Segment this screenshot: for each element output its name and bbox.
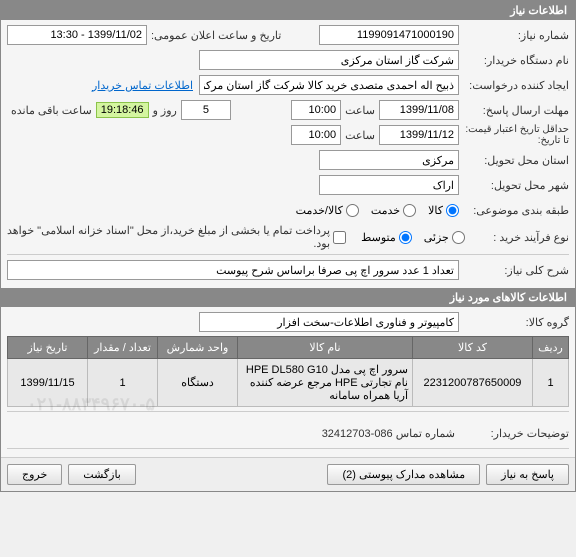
goods-group-input[interactable] (199, 312, 459, 332)
label-budget: طبقه بندی موضوعی: (459, 204, 569, 217)
exit-button[interactable]: خروج (7, 464, 62, 485)
cell-date: 1399/11/15 (8, 359, 88, 407)
label-validity: حداقل تاریخ اعتبار قیمت: تا تاریخ: (459, 124, 569, 146)
partial-pay-note: پرداخت تمام یا بخشی از مبلغ خرید،از محل … (7, 224, 330, 250)
divider-3 (7, 448, 569, 449)
label-date-announce: تاریخ و ساعت اعلان عمومی: (147, 29, 285, 42)
radio-partial-input[interactable] (452, 231, 465, 244)
th-row: ردیف (533, 337, 569, 359)
divider-1 (7, 254, 569, 255)
date-announce-input[interactable] (7, 25, 147, 45)
th-qty: تعداد / مقدار (88, 337, 158, 359)
general-desc-input[interactable] (7, 260, 459, 280)
radio-medium[interactable]: متوسط (361, 231, 412, 244)
budget-radio-group: کالا خدمت کالا/خدمت (296, 204, 459, 217)
province-input[interactable] (319, 150, 459, 170)
process-radio-group: جزئی متوسط (361, 231, 465, 244)
radio-goods[interactable]: کالا (428, 204, 459, 217)
back-button[interactable]: بازگشت (68, 464, 136, 485)
label-province: استان محل تحویل: (459, 154, 569, 167)
table-wrapper: ردیف کد کالا نام کالا واحد شمارش تعداد /… (7, 336, 569, 407)
radio-goods-input[interactable] (446, 204, 459, 217)
contact-link[interactable]: اطلاعات تماس خریدار (92, 79, 193, 92)
label-process: نوع فرآیند خرید : (465, 231, 569, 244)
cell-code: 2231200787650009 (413, 359, 533, 407)
form-area: شماره نیاز: تاریخ و ساعت اعلان عمومی: نا… (1, 20, 575, 288)
radio-service-input[interactable] (403, 204, 416, 217)
creator-input[interactable] (199, 75, 459, 95)
radio-partial-label: جزئی (424, 231, 449, 244)
label-rooz: روز و (149, 104, 181, 117)
radio-medium-label: متوسط (361, 231, 396, 244)
label-deadline: مهلت ارسال پاسخ: (459, 104, 569, 117)
radio-medium-input[interactable] (399, 231, 412, 244)
cell-unit: دستگاه (158, 359, 238, 407)
deadline-time-input[interactable] (291, 100, 341, 120)
main-panel: اطلاعات نیاز شماره نیاز: تاریخ و ساعت اع… (0, 0, 576, 492)
label-creator: ایجاد کننده درخواست: (459, 79, 569, 92)
radio-goods-label: کالا (428, 204, 443, 217)
radio-goods-service-input[interactable] (346, 204, 359, 217)
table-row[interactable]: 1 2231200787650009 سرور اچ پی مدل HPE DL… (8, 359, 569, 407)
label-goods-group: گروه کالا: (459, 316, 569, 329)
validity-date-input[interactable] (379, 125, 459, 145)
cell-qty: 1 (88, 359, 158, 407)
reply-button[interactable]: پاسخ به نیاز (486, 464, 569, 485)
cell-name: سرور اچ پی مدل HPE DL580 G10 نام تجارتی … (238, 359, 413, 407)
cell-row: 1 (533, 359, 569, 407)
city-input[interactable] (319, 175, 459, 195)
label-saat-1: ساعت (341, 104, 379, 117)
radio-goods-service[interactable]: کالا/خدمت (296, 204, 359, 217)
partial-pay-checkbox[interactable]: پرداخت تمام یا بخشی از مبلغ خرید،از محل … (7, 224, 346, 250)
section-header-info: اطلاعات نیاز (1, 1, 575, 20)
label-city: شهر محل تحویل: (459, 179, 569, 192)
radio-service[interactable]: خدمت (371, 204, 416, 217)
remaining-days-input[interactable] (181, 100, 231, 120)
section-header-goods: اطلاعات کالاهای مورد نیاز (1, 288, 575, 307)
label-general-desc: شرح کلی نیاز: (459, 264, 569, 277)
label-remaining: ساعت باقی مانده (7, 104, 96, 117)
label-buyer-notes: توضیحات خریدار: (459, 427, 569, 440)
buyer-notes-text: شماره تماس 086-32412703 (318, 427, 459, 440)
need-number-input[interactable] (319, 25, 459, 45)
deadline-date-input[interactable] (379, 100, 459, 120)
remaining-time-badge: 19:18:46 (96, 102, 149, 118)
goods-area: گروه کالا: ردیف کد کالا نام کالا واحد شم… (1, 307, 575, 457)
attachments-button[interactable]: مشاهده مدارک پیوستی (2) (327, 464, 480, 485)
radio-goods-service-label: کالا/خدمت (296, 204, 343, 217)
buyer-device-input[interactable] (199, 50, 459, 70)
th-code: کد کالا (413, 337, 533, 359)
partial-pay-checkbox-input[interactable] (333, 231, 346, 244)
radio-partial[interactable]: جزئی (424, 231, 465, 244)
radio-service-label: خدمت (371, 204, 400, 217)
th-date: تاریخ نیاز (8, 337, 88, 359)
validity-time-input[interactable] (291, 125, 341, 145)
label-need-number: شماره نیاز: (459, 29, 569, 42)
label-buyer-device: نام دستگاه خریدار: (459, 54, 569, 67)
label-saat-2: ساعت (341, 129, 379, 142)
th-unit: واحد شمارش (158, 337, 238, 359)
divider-2 (7, 411, 569, 412)
goods-table: ردیف کد کالا نام کالا واحد شمارش تعداد /… (7, 336, 569, 407)
th-name: نام کالا (238, 337, 413, 359)
footer-buttons: پاسخ به نیاز مشاهده مدارک پیوستی (2) باز… (1, 457, 575, 491)
